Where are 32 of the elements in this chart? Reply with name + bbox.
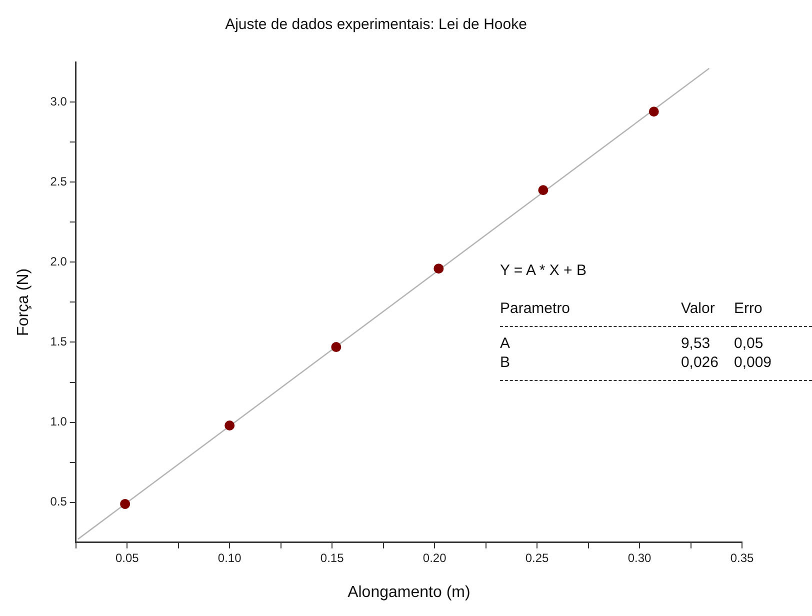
chart-title: Ajuste de dados experimentais: Lei de Hooke xyxy=(225,16,527,34)
x-tick-label: 0.20 xyxy=(422,550,447,565)
y-tick-label: 1.0 xyxy=(50,414,68,429)
point xyxy=(331,342,342,352)
annotation: 9,53 xyxy=(680,334,712,353)
y-tick-label: 0.5 xyxy=(50,494,68,509)
point xyxy=(538,185,548,196)
x-tick-label: 0.05 xyxy=(115,550,140,565)
x-tick-label: 0.35 xyxy=(730,550,754,565)
y-tick-label: 1.5 xyxy=(50,334,68,349)
y-axis-title: Força (N) xyxy=(15,268,32,336)
y-tick-label: 2.0 xyxy=(50,254,68,268)
annotation: Parametro xyxy=(500,299,681,326)
y-tick-label: 3.0 xyxy=(50,94,68,108)
annotation: B xyxy=(500,353,681,380)
point xyxy=(224,420,235,431)
y-tick-label: 2.5 xyxy=(50,174,68,188)
annotation: A xyxy=(500,334,512,353)
x-axis-title: Alongamento (m) xyxy=(348,584,470,601)
annotation: 0,009 xyxy=(734,353,812,380)
x-tick-label: 0.15 xyxy=(320,550,344,565)
x-tick-label: 0.25 xyxy=(525,550,550,565)
annotation: Valor xyxy=(680,299,734,326)
annotation: Erro xyxy=(734,299,812,326)
point xyxy=(120,498,130,509)
annotation: Y = A * X + B xyxy=(500,262,588,279)
annotation: 0,026 xyxy=(680,353,734,380)
annotation: 0,05 xyxy=(734,334,764,353)
x-tick-label: 0.30 xyxy=(628,550,652,565)
point xyxy=(434,264,444,274)
x-tick-label: 0.10 xyxy=(218,550,242,565)
point xyxy=(648,106,659,117)
